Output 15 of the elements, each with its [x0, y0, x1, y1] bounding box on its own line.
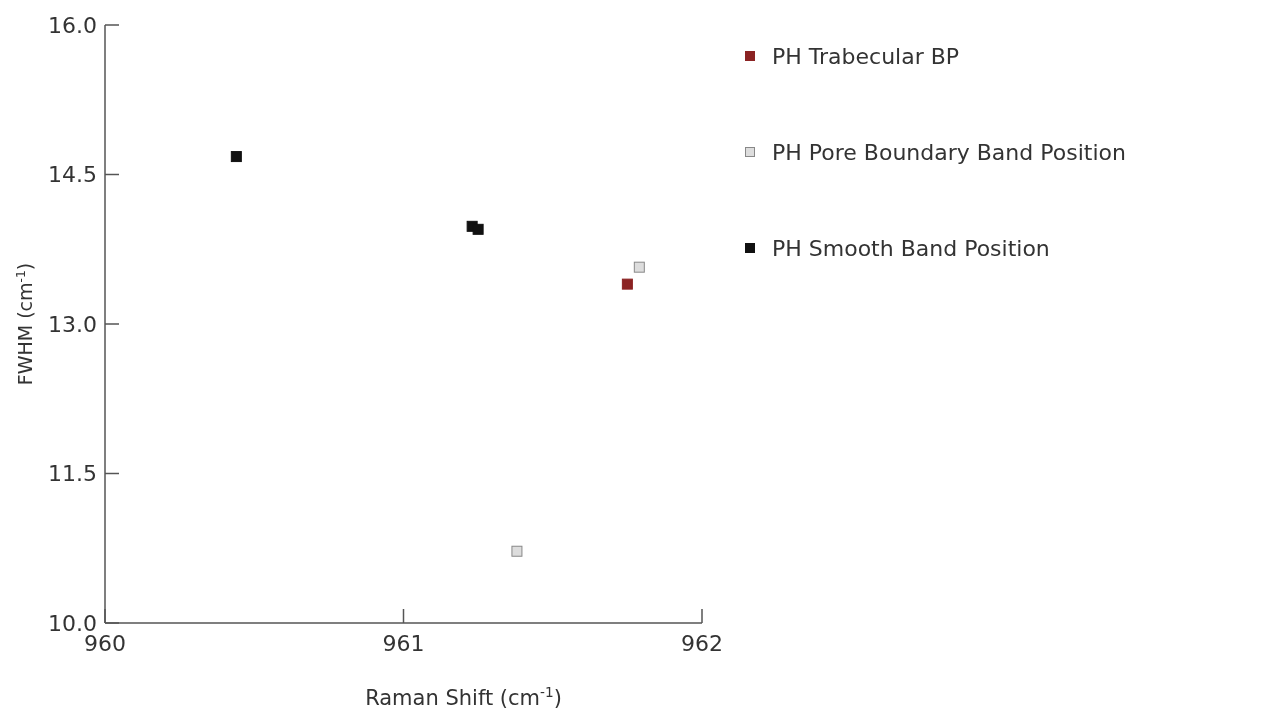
point	[472, 223, 484, 235]
legend-label: PH Pore Boundary Band Position	[772, 139, 1126, 165]
y-tick-label: 16.0	[48, 12, 97, 38]
y-tick-label: 11.5	[48, 461, 97, 487]
x-tick-label: 962	[681, 631, 723, 656]
y-tick-label: 14.5	[48, 162, 97, 188]
point	[633, 261, 645, 273]
point	[230, 151, 242, 163]
x-tick-label: 961	[382, 631, 425, 656]
legend-label: PH Smooth Band Position	[772, 235, 1050, 261]
point	[511, 545, 523, 557]
legend-label: PH Trabecular BP	[772, 43, 960, 69]
point	[621, 278, 633, 290]
x-axis-title: Raman Shift (cm$^{-1}$)	[365, 684, 562, 710]
y-tick-label: 13.0	[48, 311, 97, 337]
